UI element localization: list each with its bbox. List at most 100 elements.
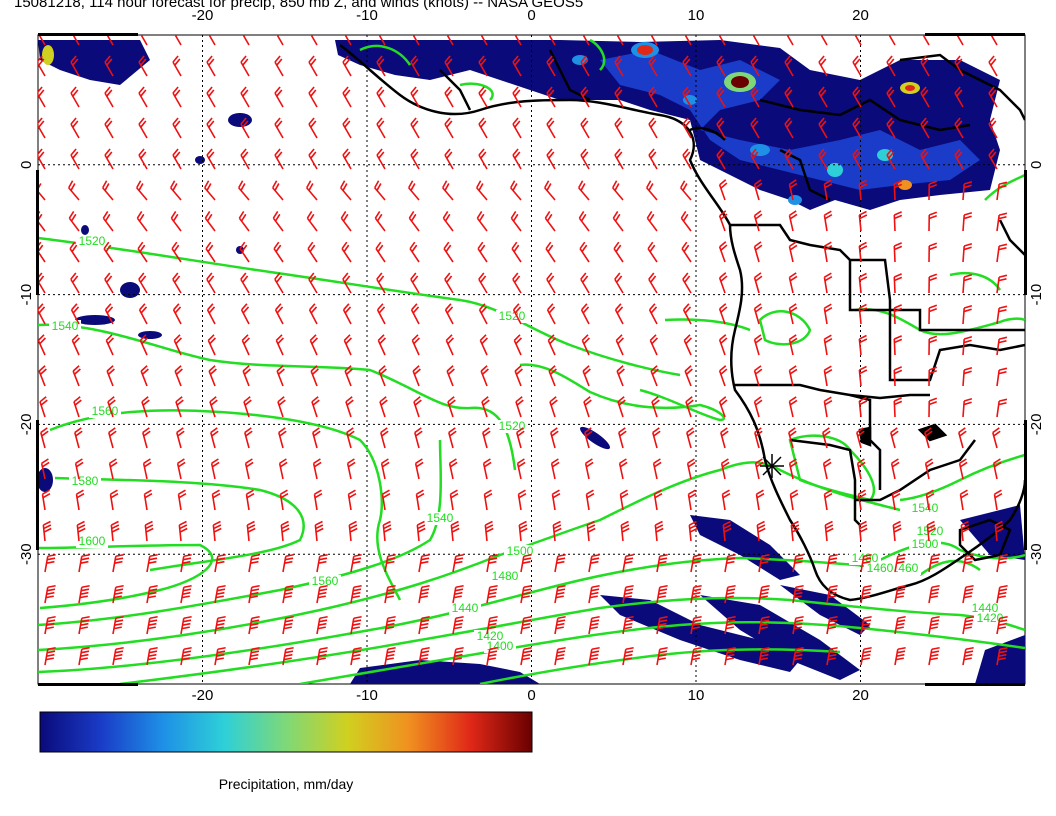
wind-barb <box>716 86 726 108</box>
wind-barb <box>479 334 489 356</box>
wind-barb <box>73 396 82 418</box>
wind-barb <box>822 427 831 449</box>
wind-barb <box>316 553 328 573</box>
wind-barb <box>684 365 693 387</box>
lon-tick-label: 10 <box>688 7 705 24</box>
wind-barb <box>206 55 216 77</box>
wind-barb <box>109 489 119 511</box>
wind-barb <box>718 272 728 294</box>
wind-barb <box>690 553 702 573</box>
wind-barb <box>175 396 184 418</box>
wind-barb <box>788 396 798 418</box>
wind-barb <box>615 334 625 356</box>
border <box>855 439 976 502</box>
wind-barb <box>344 365 353 387</box>
contour-label-bg <box>489 570 521 583</box>
wind-barb <box>483 489 493 511</box>
wind-barb <box>418 553 430 573</box>
precip-cell <box>637 45 653 55</box>
wind-barb <box>588 553 600 573</box>
precip-cell <box>42 45 54 65</box>
wind-barb <box>588 646 600 666</box>
wind-barb <box>858 303 868 325</box>
contour-line <box>899 453 1025 502</box>
wind-barb <box>962 243 973 263</box>
wind-barb <box>279 489 289 511</box>
wind-barb <box>996 274 1008 294</box>
lon-tick-label: 10 <box>688 687 705 704</box>
wind-barb <box>176 458 186 480</box>
colorbar-label: Precipitation, mm/day <box>218 776 354 792</box>
contour-labels: 1520 1520 1540 1560 1580 1600 1520 1540 1560 1460… <box>49 234 1006 653</box>
wind-barb <box>70 148 80 170</box>
wind-barb <box>550 427 559 449</box>
wind-barb <box>174 365 183 387</box>
wind-barb <box>70 117 80 139</box>
wind-barb <box>343 334 353 356</box>
wind-barb <box>823 303 833 325</box>
wind-barb <box>754 427 763 449</box>
wind-barb <box>718 241 728 263</box>
precip-area-south-band-5 <box>350 660 540 684</box>
wind-barb <box>551 489 561 511</box>
contour-label-bg <box>974 612 1006 625</box>
wind-barb <box>282 615 294 635</box>
wind-barb <box>70 303 80 325</box>
precip-cell <box>195 156 205 164</box>
wind-barb <box>178 520 188 542</box>
wind-barb <box>171 241 182 263</box>
wind-barb <box>614 55 624 77</box>
wind-barb <box>552 520 562 542</box>
wind-barb <box>340 211 352 232</box>
wind-barb <box>753 303 763 325</box>
contour-line <box>479 648 841 684</box>
contour-line <box>299 620 1025 684</box>
wind-barb <box>510 180 522 201</box>
wind-barb <box>954 148 964 170</box>
wind-barb <box>996 367 1008 387</box>
wind-barb <box>750 117 760 139</box>
wind-barb <box>212 520 222 542</box>
wind-barb <box>790 520 800 542</box>
wind-barb <box>242 35 250 46</box>
wind-barb <box>512 272 522 294</box>
wind-barb <box>413 396 422 418</box>
wind-barb <box>996 615 1008 635</box>
wind-barb <box>108 458 118 480</box>
border <box>548 49 591 102</box>
wind-barb <box>784 117 794 139</box>
wind-barb <box>962 646 974 666</box>
wind-barb <box>342 303 352 325</box>
wind-barb <box>920 117 930 139</box>
wind-barb <box>69 241 80 263</box>
wind-barb <box>206 86 216 108</box>
contour-label-bg <box>76 535 108 548</box>
wind-barb <box>860 584 872 604</box>
wind-barb <box>282 553 294 573</box>
precip-cell <box>75 315 115 325</box>
wind-barb <box>687 489 697 511</box>
wind-barb <box>517 489 527 511</box>
wind-barb <box>962 181 973 201</box>
wind-barb <box>716 117 726 139</box>
wind-barb <box>580 55 590 77</box>
wind-barb <box>956 35 964 46</box>
wind-barb <box>718 334 728 356</box>
wind-barb <box>516 458 526 480</box>
wind-barb <box>38 148 46 170</box>
wind-barb <box>578 180 590 201</box>
wind-barb <box>342 55 352 77</box>
wind-barb <box>412 35 420 46</box>
wind-barb <box>308 117 318 139</box>
precip-cell <box>228 113 252 127</box>
wind-barb <box>180 615 192 635</box>
contour-line <box>38 556 911 674</box>
wind-barb <box>443 241 454 263</box>
wind-barb <box>142 427 151 449</box>
wind-barb <box>146 646 158 666</box>
wind-barb <box>444 55 454 77</box>
wind-barb <box>78 615 90 635</box>
contour-line <box>879 541 1025 562</box>
wind-barb <box>384 584 396 604</box>
wind-barb <box>518 520 528 542</box>
